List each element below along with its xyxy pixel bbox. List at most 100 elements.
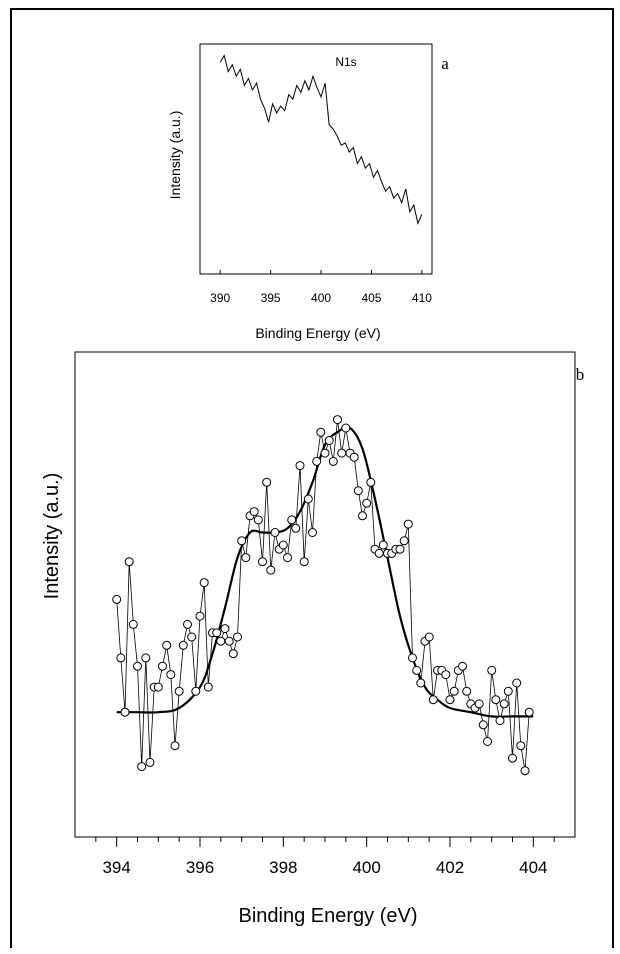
panel-b-data-point: [428, 695, 438, 705]
panel-b-data-point: [503, 686, 513, 696]
figure-frame: [10, 8, 614, 948]
panel-b-data-point: [499, 699, 509, 709]
panel-a: 390 395 400 405 410 N1s a Binding Energy (eV…: [167, 43, 449, 341]
panel-a-x-tick-label: 410: [412, 291, 432, 305]
panel-a-x-tick-label: 405: [361, 291, 381, 305]
panel-b-fit-curve: [116, 425, 534, 718]
panel-b-data-point: [241, 553, 251, 563]
panel-b-data-point: [183, 619, 192, 629]
panel-a-annotation: N1s: [335, 55, 356, 69]
panel-b-data-point: [374, 548, 384, 558]
panel-b-data-point: [233, 632, 242, 642]
panel-b-data-point: [270, 528, 280, 537]
panel-b-data-point: [303, 494, 313, 504]
panel-b-data-point: [124, 557, 134, 567]
panel-b-x-tick-label: 394: [102, 858, 130, 877]
panel-b-data-point: [508, 753, 517, 763]
panel-b-data-point: [187, 632, 197, 642]
panel-b-data-point: [524, 707, 534, 717]
panel-b-data-point: [170, 741, 180, 751]
panel-b-data-point: [358, 511, 367, 521]
panel-b-data-point: [408, 653, 417, 663]
panel-b-data-point: [291, 523, 301, 533]
panel-b-data-point: [324, 436, 334, 445]
panel-b-data-point: [116, 653, 126, 663]
panel-b-data-point: [237, 536, 247, 546]
panel-b-data-points: [112, 415, 534, 776]
panel-b-data-point: [295, 461, 305, 471]
panel-b-data-point: [145, 757, 155, 767]
panel-a-plot-frame: [199, 43, 433, 275]
panel-b-data-point: [137, 762, 147, 772]
panel-b-data-point: [416, 678, 426, 688]
panel-b-data-point: [287, 515, 297, 525]
panel-b-data-point: [491, 695, 501, 705]
panel-b-data-point: [262, 477, 272, 487]
panel-b-data-point: [224, 636, 234, 646]
panel-b-data-point: [278, 540, 288, 550]
panel-b-x-axis-label: Binding Energy (eV): [239, 905, 418, 927]
panel-b-data-point: [412, 665, 422, 675]
panel-b-data-connector-line: [116, 419, 530, 771]
panel-b-data-point: [253, 515, 263, 525]
panel-b-data-point: [212, 628, 222, 638]
panel-b-data-point: [249, 507, 259, 517]
panel-b-x-ticks: 394 396 398 400 402 404: [95, 837, 555, 877]
panel-b-data-point: [312, 456, 322, 466]
panel-b-y-axis-label: Intensity (a.u.): [41, 473, 63, 600]
panel-b-data-point: [203, 682, 213, 692]
panel-b-data-point: [316, 427, 326, 437]
panel-b-data-point: [228, 649, 238, 659]
panel-b-data-point: [191, 686, 201, 696]
panel-a-x-tick-label: 400: [311, 291, 331, 305]
panel-b-data-point: [445, 695, 455, 705]
panel-b-x-tick-label: 400: [352, 858, 380, 877]
panel-b-data-point: [441, 670, 451, 680]
panel-b-x-tick-label: 398: [269, 858, 297, 877]
panel-b-data-point: [162, 640, 172, 650]
panel-b-data-point: [308, 528, 317, 537]
panel-a-x-tick-label: 395: [261, 291, 281, 305]
panel-b-data-point: [220, 624, 230, 634]
panel-b-data-point: [395, 544, 405, 554]
panel-b-data-point: [366, 477, 376, 487]
panel-b-data-point: [516, 741, 526, 751]
panel-b-x-tick-label: 396: [186, 858, 214, 877]
panel-b-data-point: [216, 636, 226, 646]
panel-a-x-axis-label: Binding Energy (eV): [255, 325, 380, 341]
panel-b-data-point: [362, 498, 372, 508]
panel-b-data-point: [487, 665, 497, 675]
panel-b-data-point: [195, 611, 205, 621]
panel-b-data-point: [512, 678, 522, 688]
panel-b-data-point: [178, 640, 188, 650]
panel-b-data-point: [449, 686, 459, 696]
panel-a-x-ticks: 390 395 400 405 410: [210, 270, 432, 305]
panel-a-series-line: [219, 54, 423, 226]
panel-b-data-point: [483, 737, 492, 746]
panel-b-data-point: [128, 619, 138, 629]
panel-b-data-point: [133, 661, 142, 671]
panel-b-letter: b: [576, 365, 585, 384]
panel-b-data-point: [299, 557, 309, 567]
panel-b-data-point: [283, 553, 292, 563]
panel-b-data-point: [403, 519, 413, 529]
panel-b-data-point: [328, 456, 338, 466]
panel-b-data-point: [266, 565, 276, 575]
panel-b-data-point: [349, 452, 359, 462]
panel-b-data-point: [341, 423, 351, 433]
panel-b-data-point: [320, 448, 330, 458]
panel-b-data-point: [458, 661, 467, 671]
panel-a-x-tick-label: 390: [210, 291, 230, 305]
panel-b-data-point: [174, 686, 184, 696]
panel-b-data-point: [199, 578, 209, 588]
panel-b-data-point: [424, 632, 434, 642]
panel-b-data-point: [112, 594, 122, 604]
panel-b-data-point: [258, 557, 267, 567]
panel-b-data-point: [474, 699, 484, 709]
panel-a-y-axis-label: Intensity (a.u.): [167, 111, 183, 200]
panel-b-data-point: [141, 653, 151, 663]
panel-b-data-point: [166, 670, 176, 680]
panel-b-x-tick-label: 404: [519, 858, 547, 877]
panel-b-data-point: [120, 707, 130, 717]
